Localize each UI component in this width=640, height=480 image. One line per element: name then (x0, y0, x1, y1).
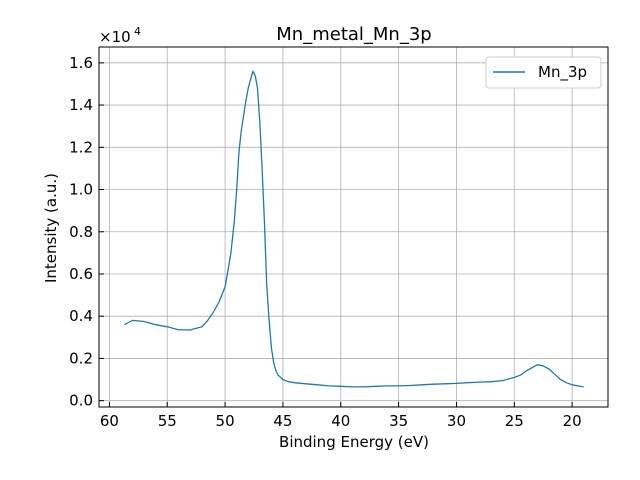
x-axis-label: Binding Energy (eV) (279, 433, 429, 451)
chart-title: Mn_metal_Mn_3p (276, 24, 431, 45)
grid-lines (99, 47, 608, 407)
y-tick-label: 0.4 (69, 307, 93, 325)
y-tick-label: 1.2 (69, 138, 93, 156)
x-tick-label: 60 (100, 412, 119, 430)
y-tick-label: 1.0 (69, 181, 93, 199)
x-tick-label: 30 (447, 412, 466, 430)
y-tick-label: 0.2 (69, 349, 93, 367)
legend-entry-label: Mn_3p (538, 63, 587, 82)
y-tick-label: 0.6 (69, 265, 93, 283)
legend-box (485, 56, 602, 89)
x-tick-label: 45 (273, 412, 292, 430)
y-tick-label: 0.8 (69, 223, 93, 241)
ticks: 60 55 50 45 40 35 30 25 20 0.0 0.2 0.4 0.6 0.8 1.0 1.2 1… (69, 54, 582, 430)
plot-frame (98, 46, 609, 408)
y-tick-label: 1.4 (69, 96, 93, 114)
x-tick-label: 20 (563, 412, 582, 430)
y-scale-factor: ×10 4 (99, 25, 141, 46)
y-scale-exponent: 4 (134, 25, 141, 38)
series-line-Mn_3p (124, 70, 584, 388)
x-tick-label: 25 (505, 412, 524, 430)
y-tick-label: 0.0 (69, 392, 93, 410)
y-scale-base: ×10 (99, 28, 131, 46)
x-tick-label: 35 (389, 412, 408, 430)
x-tick-label: 40 (331, 412, 350, 430)
y-tick-label: 1.6 (69, 54, 93, 72)
legend: Mn_3p (485, 56, 602, 89)
y-axis-label: Intensity (a.u.) (42, 173, 60, 283)
x-tick-label: 55 (158, 412, 177, 430)
x-tick-label: 50 (216, 412, 235, 430)
series-layer (124, 70, 584, 388)
